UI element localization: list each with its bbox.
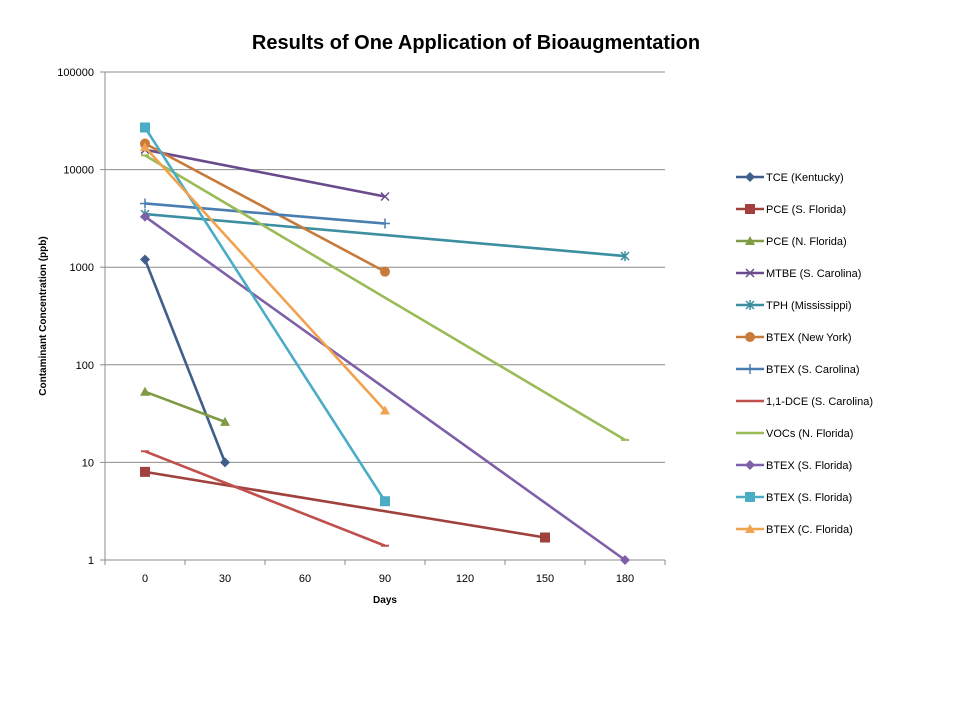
x-tick-label: 30 xyxy=(219,573,231,585)
series-2 xyxy=(140,466,550,543)
series-10 xyxy=(140,211,630,565)
legend-label: PCE (S. Florida) xyxy=(766,204,846,216)
series-3 xyxy=(140,386,230,426)
x-tick-label: 90 xyxy=(379,573,391,585)
data-point xyxy=(140,122,150,133)
data-point xyxy=(620,251,630,262)
legend-item: BTEX (New York) xyxy=(736,332,852,344)
y-axis-label: Contaminant Concentration (ppb) xyxy=(38,236,49,395)
legend-label: TPH (Mississippi) xyxy=(766,300,852,312)
legend-marker xyxy=(745,300,755,310)
legend-item: TCE (Kentucky) xyxy=(736,172,844,184)
legend-label: BTEX (S. Florida) xyxy=(766,492,852,504)
series-line xyxy=(144,470,546,539)
x-tick-label: 120 xyxy=(456,573,474,585)
data-point xyxy=(140,198,150,209)
grid-lines xyxy=(105,71,665,561)
legend-label: BTEX (C. Florida) xyxy=(766,524,853,536)
legend-marker xyxy=(745,524,755,533)
y-tick-labels: 1 10 100 1000 10000 100000 xyxy=(57,67,94,567)
series-line xyxy=(143,126,387,502)
series-line xyxy=(144,148,386,198)
y-tick-label: 100 xyxy=(76,360,94,372)
series-line xyxy=(144,142,386,273)
chart-title: Results of One Application of Bioaugment… xyxy=(252,32,700,54)
data-point xyxy=(620,555,630,565)
x-tick-labels: 0 30 60 90 120 150 180 xyxy=(142,573,634,585)
series-line xyxy=(144,202,386,225)
legend-item: TPH (Mississippi) xyxy=(736,300,852,312)
series-7 xyxy=(140,198,390,229)
legend-label: BTEX (S. Carolina) xyxy=(766,364,860,376)
legend-item: MTBE (S. Carolina) xyxy=(736,268,861,280)
legend-item: VOCs (N. Florida) xyxy=(736,428,853,440)
legend-item: PCE (S. Florida) xyxy=(736,204,846,216)
legend-marker xyxy=(745,460,755,470)
data-point xyxy=(380,266,390,277)
legend-item: BTEX (S. Carolina) xyxy=(736,364,860,376)
series-line xyxy=(144,390,226,424)
data-point xyxy=(220,416,230,426)
legend-label: TCE (Kentucky) xyxy=(766,172,844,184)
data-point xyxy=(380,191,390,202)
x-axis-label: Days xyxy=(373,595,397,606)
legend-label: BTEX (S. Florida) xyxy=(766,460,852,472)
data-point xyxy=(140,386,150,396)
x-tick-label: 0 xyxy=(142,573,148,585)
legend-item: BTEX (S. Florida) xyxy=(736,460,852,472)
data-point xyxy=(380,496,390,507)
y-tick-label: 100000 xyxy=(57,67,94,79)
series-line xyxy=(143,258,227,463)
legend-marker xyxy=(745,332,755,342)
series-8 xyxy=(141,450,389,547)
y-tick-label: 1 xyxy=(88,555,94,567)
series-line xyxy=(144,146,386,412)
data-series xyxy=(140,122,630,565)
legend-item: BTEX (S. Florida) xyxy=(736,492,852,504)
x-tick-label: 150 xyxy=(536,573,554,585)
legend-label: MTBE (S. Carolina) xyxy=(766,268,861,280)
data-point xyxy=(140,466,150,477)
y-tick-label: 1000 xyxy=(70,262,94,274)
x-tick-label: 180 xyxy=(616,573,634,585)
y-tick-label: 10000 xyxy=(63,165,94,177)
legend-item: 1,1-DCE (S. Carolina) xyxy=(736,396,873,408)
axes xyxy=(100,71,666,565)
legend-item: PCE (N. Florida) xyxy=(736,236,847,248)
data-point xyxy=(220,457,230,468)
series-line xyxy=(144,154,626,442)
data-point xyxy=(140,211,150,222)
legend-marker xyxy=(745,204,755,214)
series-line xyxy=(144,212,626,258)
series-9 xyxy=(141,154,629,442)
data-point xyxy=(380,218,390,229)
series-12 xyxy=(140,142,390,415)
legend-marker xyxy=(745,172,755,182)
legend-marker xyxy=(745,236,755,245)
legend-marker xyxy=(745,364,755,374)
legend-label: VOCs (N. Florida) xyxy=(766,428,853,440)
series-1 xyxy=(140,254,230,468)
series-line xyxy=(144,215,626,562)
legend-marker xyxy=(745,492,755,502)
data-point xyxy=(140,254,150,265)
series-6 xyxy=(140,138,390,277)
y-tick-label: 10 xyxy=(82,457,94,469)
legend-label: 1,1-DCE (S. Carolina) xyxy=(766,396,873,408)
x-tick-label: 60 xyxy=(299,573,311,585)
legend-label: BTEX (New York) xyxy=(766,332,852,344)
series-4 xyxy=(140,145,390,202)
legend-label: PCE (N. Florida) xyxy=(766,236,847,248)
legend-item: BTEX (C. Florida) xyxy=(736,524,853,536)
legend-marker xyxy=(745,268,755,278)
legend: TCE (Kentucky) PCE (S. Florida) PCE (N. Fl… xyxy=(736,172,873,536)
data-point xyxy=(540,532,550,543)
data-point xyxy=(140,142,150,152)
data-point xyxy=(380,405,390,415)
series-11 xyxy=(140,122,390,507)
series-line xyxy=(144,450,386,547)
